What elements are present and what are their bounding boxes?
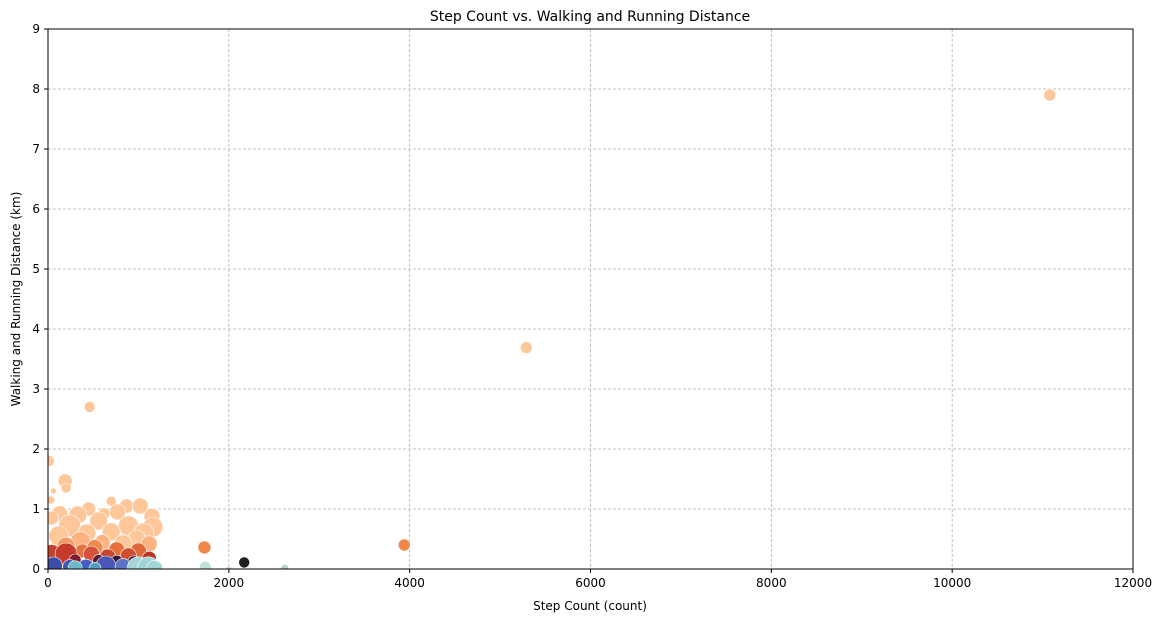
scatter-point (48, 495, 56, 505)
scatter-point (1043, 88, 1057, 102)
scatter-point (238, 556, 251, 569)
y-tick-label: 3 (32, 382, 40, 396)
y-tick-label: 8 (32, 82, 40, 96)
y-tick-label: 2 (32, 442, 40, 456)
scatter-point (280, 564, 290, 569)
y-tick-label: 0 (32, 562, 40, 576)
scatter-point (146, 560, 163, 569)
x-tick-label: 2000 (214, 576, 245, 590)
scatter-point (197, 540, 212, 555)
scatter-point (88, 562, 102, 569)
x-tick-label: 0 (44, 576, 52, 590)
scatter-point (67, 560, 83, 569)
x-axis-label: Step Count (count) (533, 599, 647, 613)
x-tick-label: 8000 (756, 576, 787, 590)
chart-title: Step Count vs. Walking and Running Dista… (430, 9, 750, 25)
point-layer (48, 88, 1057, 569)
scatter-point (520, 341, 533, 354)
scatter-point (48, 455, 55, 467)
scatter-point (48, 556, 63, 569)
scatter-point (83, 401, 96, 413)
scatter-point (48, 510, 59, 526)
scatter-point (105, 495, 117, 507)
scatter-point (397, 538, 411, 552)
x-tick-label: 12000 (1114, 576, 1152, 590)
y-tick-label: 9 (32, 22, 40, 36)
scatter-point (60, 482, 72, 494)
scatter-point (131, 497, 149, 515)
scatter-point (199, 560, 212, 569)
x-ticks: 0 2000 4000 6000 8000 10000 12000 (44, 569, 1152, 590)
scatter-point (89, 511, 108, 531)
scatter-point (225, 565, 233, 569)
y-tick-label: 5 (32, 262, 40, 276)
y-ticks: 0 1 2 3 4 5 6 7 8 9 (32, 22, 48, 576)
y-axis-label: Walking and Running Distance (km) (9, 192, 23, 407)
y-tick-label: 1 (32, 502, 40, 516)
y-tick-label: 6 (32, 202, 40, 216)
scatter-point (50, 487, 57, 495)
grid-layer (48, 29, 1133, 569)
y-tick-label: 7 (32, 142, 40, 156)
x-tick-label: 10000 (933, 576, 971, 590)
x-tick-label: 6000 (575, 576, 606, 590)
x-tick-label: 4000 (394, 576, 425, 590)
scatter-point (109, 503, 126, 521)
y-tick-label: 4 (32, 322, 40, 336)
